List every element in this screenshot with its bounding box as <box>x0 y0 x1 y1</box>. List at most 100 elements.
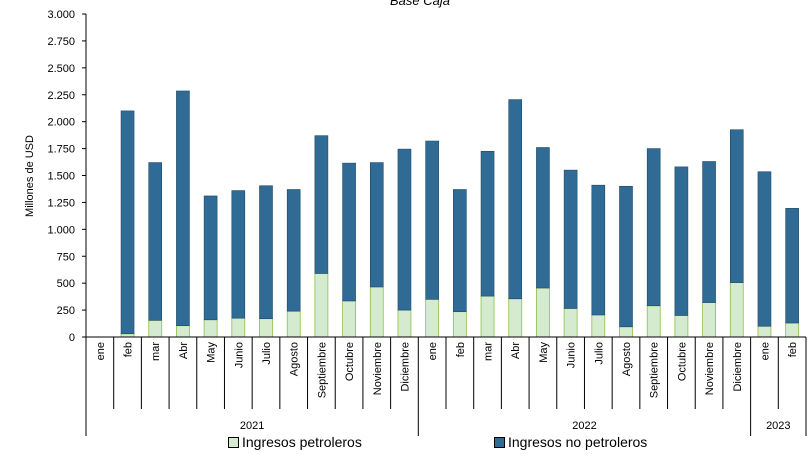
x-tick-label: Septiembre <box>649 342 661 398</box>
bar-non-oil <box>259 185 273 319</box>
bar-oil <box>785 322 800 338</box>
x-tick-label: Octubre <box>676 342 688 381</box>
bar-oil <box>674 315 689 338</box>
bar-non-oil <box>674 166 689 316</box>
bar-non-oil <box>425 140 439 300</box>
bar-oil <box>702 302 716 338</box>
x-tick-label: ene <box>759 342 771 360</box>
x-tick-label: Julio <box>261 342 273 365</box>
bar-oil <box>203 319 218 338</box>
bar-non-oil <box>646 148 661 307</box>
bar-oil <box>286 310 301 338</box>
bar-non-oil <box>702 161 716 303</box>
bar-oil <box>425 298 440 338</box>
legend: Ingresos petroleros Ingresos no petroler… <box>0 434 809 452</box>
bar-oil <box>508 298 523 338</box>
legend-label-oil: Ingresos petroleros <box>242 434 362 450</box>
legend-swatch-non-oil <box>494 436 505 448</box>
bar-non-oil <box>120 110 135 335</box>
bar-non-oil <box>342 162 356 302</box>
x-tick-label: Julio <box>593 342 605 365</box>
x-tick-label: Junio <box>233 342 245 368</box>
x-tick-label: feb <box>455 342 467 357</box>
x-tick-label: May <box>206 342 218 363</box>
bar-oil <box>259 318 273 338</box>
bar-oil <box>148 319 163 338</box>
bar-non-oil <box>176 90 190 326</box>
bar-oil <box>619 326 633 338</box>
y-axis: 0 250 500 750 1.000 1.250 1.500 1.750 2.000 2.250… <box>47 9 87 344</box>
x-tick-label: mar <box>483 342 495 361</box>
bar-non-oil <box>286 189 301 312</box>
bar-oil <box>591 314 606 338</box>
bar-oil <box>646 305 661 338</box>
group-label: 2023 <box>766 420 790 432</box>
bar-oil <box>342 300 356 338</box>
x-tick-label: ene <box>95 342 107 360</box>
y-tick-label: 1.500 <box>47 171 75 183</box>
y-tick-label: 2.250 <box>47 90 75 102</box>
bar-oil <box>231 317 246 338</box>
x-tick-label: feb <box>787 342 799 357</box>
x-tick-label: ene <box>427 342 439 360</box>
bar-non-oil <box>591 184 606 316</box>
x-tick-label: mar <box>150 342 162 361</box>
legend-item-non-oil: Ingresos no petroleros <box>494 434 647 450</box>
bar-oil <box>536 287 550 338</box>
y-tick-label: 1.750 <box>47 144 75 156</box>
bar-oil <box>563 308 578 338</box>
bar-non-oil <box>369 162 384 288</box>
bar-non-oil <box>536 147 550 289</box>
y-tick-label: 500 <box>57 278 75 290</box>
x-axis: ene feb mar Abr May Junio Julio Agosto Septiembr… <box>85 336 807 436</box>
y-tick-label: 2.750 <box>47 36 75 48</box>
x-tick-label: Agosto <box>621 342 633 376</box>
bar-non-oil <box>480 150 495 297</box>
bar-oil <box>757 325 772 338</box>
x-tick-label: Diciembre <box>732 342 744 392</box>
x-tick-label: Junio <box>566 342 578 368</box>
y-tick-label: 750 <box>57 251 75 263</box>
bar-oil <box>369 286 384 338</box>
bar-oil <box>314 273 329 338</box>
group-label: 2021 <box>240 420 264 432</box>
x-tick-label: Octubre <box>344 342 356 381</box>
y-tick-label: 2.000 <box>47 117 75 129</box>
x-tick-label: feb <box>123 342 135 357</box>
x-tick-label: Abr <box>178 342 190 359</box>
bar-oil <box>480 295 495 338</box>
x-tick-label: Noviembre <box>704 342 716 395</box>
x-tick-label: Diciembre <box>399 342 411 392</box>
y-tick-label: 3.000 <box>47 9 75 21</box>
legend-swatch-oil <box>228 436 239 448</box>
bar-non-oil <box>148 162 163 321</box>
bar-non-oil <box>757 171 772 327</box>
bar-non-oil <box>453 189 467 312</box>
y-tick-label: 0 <box>69 332 75 344</box>
bar-non-oil <box>619 185 633 328</box>
bar-non-oil <box>203 195 218 321</box>
bar-non-oil <box>563 169 578 309</box>
x-tick-label: May <box>538 342 550 363</box>
group-label: 2022 <box>572 420 596 432</box>
bars <box>120 90 800 338</box>
bar-oil <box>452 311 467 338</box>
x-tick-label: Abr <box>510 342 522 359</box>
x-tick-label: Agosto <box>289 342 301 376</box>
bar-non-oil <box>231 190 246 319</box>
bar-oil <box>176 325 190 338</box>
chart-title: Base Caja <box>390 0 450 8</box>
legend-item-oil: Ingresos petroleros <box>228 434 362 450</box>
bar-non-oil <box>785 208 799 324</box>
bar-non-oil <box>397 148 412 311</box>
bar-oil <box>397 309 412 338</box>
y-tick-label: 2.500 <box>47 63 75 75</box>
bar-non-oil <box>729 129 744 283</box>
y-tick-label: 250 <box>57 305 75 317</box>
y-axis-label: Millones de USD <box>24 135 36 217</box>
y-tick-label: 1.250 <box>47 197 75 209</box>
y-tick-label: 1.000 <box>47 224 75 236</box>
x-tick-label: Septiembre <box>316 342 328 398</box>
bar-non-oil <box>314 135 329 274</box>
